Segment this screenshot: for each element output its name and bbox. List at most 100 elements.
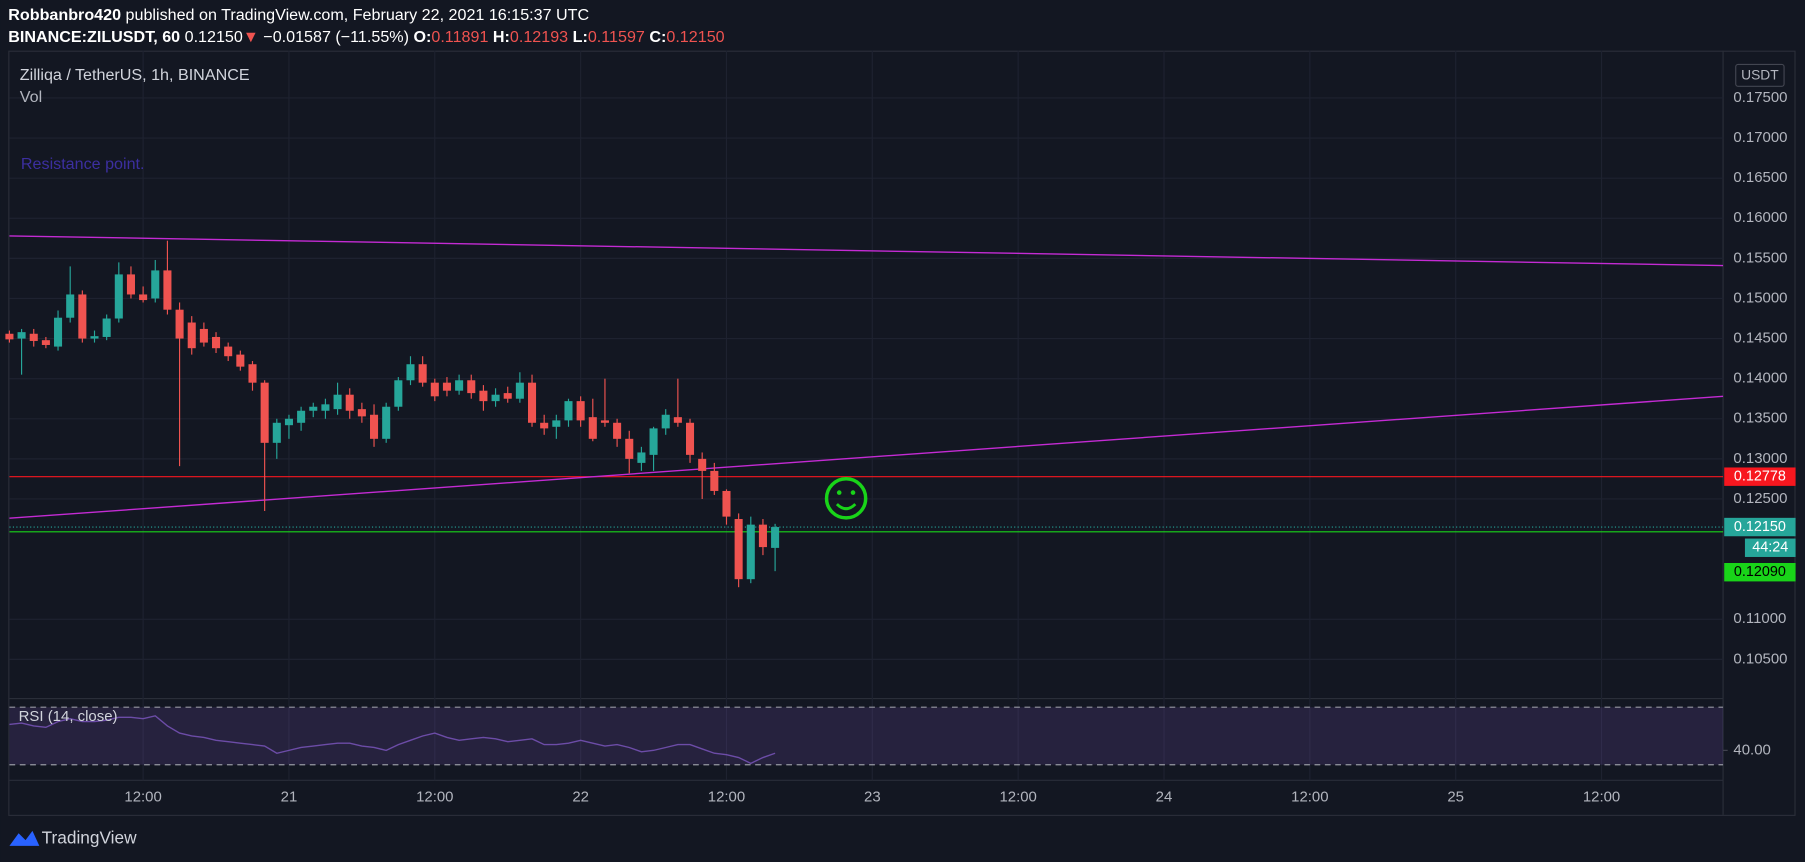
x-tick-label: 12:00 bbox=[1291, 789, 1328, 806]
candle-body bbox=[467, 380, 476, 394]
candle-body bbox=[66, 294, 75, 318]
level-label: 0.12778 bbox=[1724, 467, 1796, 486]
c-label: C: bbox=[649, 28, 666, 46]
h-label: H: bbox=[493, 28, 510, 46]
candle-body bbox=[588, 417, 597, 439]
candle-body bbox=[442, 382, 451, 391]
y-tick-label: 0.17000 bbox=[1733, 129, 1787, 146]
symbol-line: BINANCE:ZILUSDT, 60 0.12150▼ −0.01587 (−… bbox=[8, 28, 724, 46]
candle-body bbox=[455, 380, 464, 391]
y-tick-label: 0.11000 bbox=[1733, 610, 1786, 627]
level-label-text: 0.12090 bbox=[1734, 564, 1786, 580]
x-tick-label: 24 bbox=[1156, 789, 1173, 806]
candle-body bbox=[479, 390, 488, 402]
trend-line bbox=[9, 235, 1724, 267]
candle-body bbox=[5, 333, 14, 340]
y-tick-label: 0.10500 bbox=[1733, 650, 1787, 667]
chart-title: Zilliqa / TetherUS, 1h, BINANCE bbox=[20, 66, 250, 84]
candle-body bbox=[212, 336, 221, 349]
candle-body bbox=[17, 332, 26, 339]
candle-body bbox=[515, 382, 524, 399]
o-label: O: bbox=[413, 28, 431, 46]
candle-body bbox=[771, 527, 780, 548]
y-tick-label: 0.16000 bbox=[1733, 209, 1787, 226]
x-tick-label: 12:00 bbox=[708, 789, 745, 806]
candle-body bbox=[382, 406, 391, 439]
candle-body bbox=[321, 404, 330, 411]
footer-brand: TradingView bbox=[42, 828, 137, 848]
candle-body bbox=[90, 336, 99, 339]
candle-body bbox=[564, 401, 573, 421]
y-tick-label: 0.16500 bbox=[1733, 169, 1787, 186]
trend-line bbox=[9, 395, 1724, 519]
candle-body bbox=[199, 328, 208, 343]
candle-body bbox=[746, 524, 755, 580]
candle-body bbox=[540, 422, 549, 429]
candle-body bbox=[722, 490, 731, 517]
candle-body bbox=[370, 414, 379, 439]
candle-body bbox=[224, 346, 233, 357]
candle-body bbox=[78, 294, 87, 339]
smiley-face bbox=[824, 477, 868, 520]
candle-body bbox=[151, 270, 160, 299]
x-tick-label: 25 bbox=[1447, 789, 1464, 806]
candle-body bbox=[430, 382, 439, 397]
level-label-box bbox=[1724, 467, 1796, 486]
x-tick-label: 22 bbox=[572, 789, 589, 806]
candle-body bbox=[284, 418, 293, 426]
candle-body bbox=[625, 438, 634, 459]
candle-body bbox=[297, 410, 306, 423]
candle-body bbox=[114, 274, 123, 319]
last: 0.12150 bbox=[185, 28, 243, 46]
candle-body bbox=[710, 470, 719, 491]
y-tick-label: 0.13000 bbox=[1733, 450, 1787, 467]
candle-body bbox=[333, 394, 342, 410]
candle-body bbox=[260, 382, 269, 443]
rsi-tick-label: 40.00 bbox=[1733, 741, 1770, 758]
level-label-text: 0.12778 bbox=[1734, 468, 1786, 484]
candle-body bbox=[248, 364, 257, 383]
x-tick-label: 23 bbox=[864, 789, 881, 806]
rsi-title: RSI (14, close) bbox=[19, 708, 118, 725]
x-tick-label: 12:00 bbox=[1583, 789, 1620, 806]
chart-frame bbox=[8, 50, 1796, 816]
smiley-mouth bbox=[835, 503, 857, 511]
candle-body bbox=[139, 294, 148, 301]
last-price-label-box bbox=[1724, 517, 1796, 537]
last-price-label: 0.12150 bbox=[1724, 517, 1796, 537]
l-label: L: bbox=[573, 28, 588, 46]
candle-body bbox=[552, 420, 561, 427]
currency-box bbox=[1735, 63, 1785, 87]
candle-body bbox=[236, 354, 245, 367]
candle-body bbox=[345, 394, 354, 411]
candle-body bbox=[613, 422, 622, 439]
candle-body bbox=[649, 428, 658, 455]
x-tick-label: 12:00 bbox=[416, 789, 453, 806]
symbol: BINANCE:ZILUSDT, 60 bbox=[8, 28, 180, 46]
change: −0.01587 (−11.55%) bbox=[263, 28, 409, 46]
rsi-line bbox=[9, 715, 776, 765]
x-tick-label: 12:00 bbox=[124, 789, 161, 806]
countdown-text: 44:24 bbox=[1752, 540, 1788, 556]
last-price-label-text: 0.12150 bbox=[1734, 519, 1786, 535]
candle-body bbox=[406, 364, 415, 381]
footer-logo bbox=[9, 830, 40, 846]
candle-body bbox=[673, 417, 682, 423]
candle-body bbox=[41, 340, 50, 345]
annotation: Resistance point. bbox=[21, 155, 145, 173]
x-tick-label: 12:00 bbox=[999, 789, 1036, 806]
low: 0.11597 bbox=[588, 28, 645, 46]
candle-body bbox=[126, 274, 135, 295]
y-tick-label: 0.15500 bbox=[1733, 249, 1787, 266]
y-tick-label: 0.14500 bbox=[1733, 330, 1787, 347]
candle-body bbox=[491, 394, 500, 402]
candle-body bbox=[600, 420, 609, 423]
candle-body bbox=[394, 380, 403, 407]
y-tick-label: 0.12500 bbox=[1733, 490, 1787, 507]
level-label-box bbox=[1724, 562, 1796, 582]
y-tick-label: 0.15000 bbox=[1733, 289, 1787, 306]
open: 0.11891 bbox=[431, 28, 488, 46]
candle-body bbox=[758, 524, 767, 548]
